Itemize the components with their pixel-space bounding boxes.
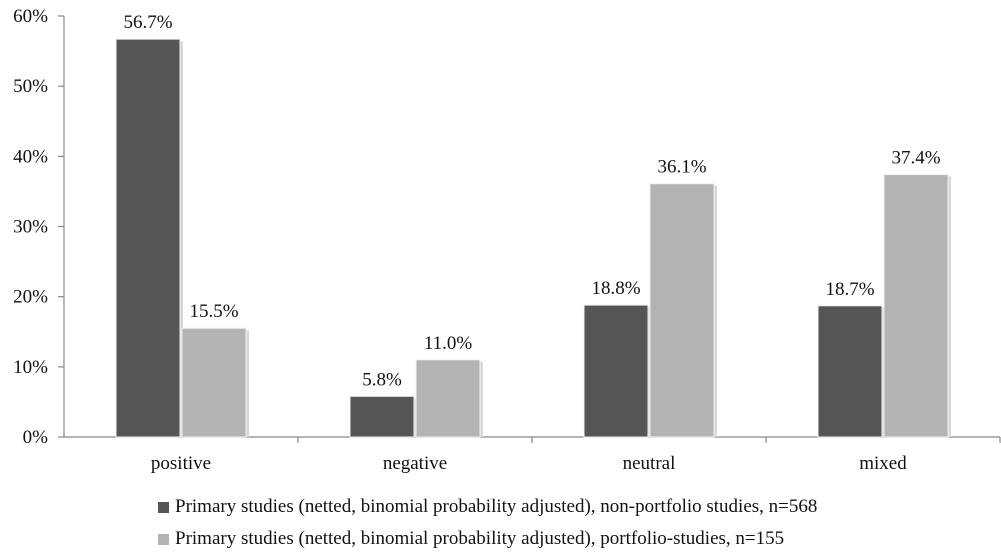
legend-swatch-non-portfolio <box>158 501 169 513</box>
data-label-negative-series-2: 11.0% <box>424 333 473 354</box>
y-axis: 0% 10% 20% 30% 40% 50% 60% <box>13 6 65 448</box>
data-labels: 56.7% 15.5% 5.8% 11.0% 18.8% 36.1% 18.7% 37.4% <box>123 12 940 390</box>
bar-chart: 0% 10% 20% 30% 40% 50% 60% positive negative neu… <box>13 6 1001 474</box>
x-axis: positive negative neutral mixed <box>64 436 1001 474</box>
bar-mixed-series-2 <box>883 174 949 438</box>
bar-positive-series-2 <box>181 327 247 438</box>
bars <box>115 38 951 438</box>
y-tick-label: 10% <box>13 357 48 378</box>
y-tick-label: 0% <box>23 427 49 448</box>
data-label-negative-series-1: 5.8% <box>362 369 402 390</box>
data-label-neutral-series-1: 18.8% <box>591 278 640 299</box>
data-label-mixed-series-2: 37.4% <box>891 148 940 169</box>
bar-positive-series-1 <box>115 38 181 438</box>
data-label-neutral-series-2: 36.1% <box>657 157 706 178</box>
legend-label-portfolio: Primary studies (netted, binomial probab… <box>175 528 785 549</box>
bar-neutral-series-1 <box>583 304 649 438</box>
data-label-positive-series-2: 15.5% <box>189 301 238 322</box>
legend: Primary studies (netted, binomial probab… <box>158 491 817 555</box>
legend-swatch-portfolio <box>158 533 169 545</box>
y-tick-label: 20% <box>13 287 48 308</box>
y-tick-label: 50% <box>13 76 48 97</box>
legend-item-portfolio: Primary studies (netted, binomial probab… <box>158 523 817 555</box>
data-label-mixed-series-1: 18.7% <box>825 279 874 300</box>
category-label-positive: positive <box>151 453 211 474</box>
bar-mixed-series-1 <box>817 305 883 438</box>
bar-negative-series-2 <box>415 359 481 438</box>
y-tick-label: 30% <box>13 217 48 238</box>
category-label-negative: negative <box>383 453 447 474</box>
y-tick-label: 40% <box>13 146 48 167</box>
bar-neutral-series-2 <box>649 183 715 438</box>
bar-negative-series-1 <box>349 395 415 438</box>
legend-item-non-portfolio: Primary studies (netted, binomial probab… <box>158 491 817 523</box>
data-label-positive-series-1: 56.7% <box>123 12 172 33</box>
category-label-neutral: neutral <box>623 453 676 474</box>
legend-label-non-portfolio: Primary studies (netted, binomial probab… <box>175 496 818 517</box>
y-tick-label: 60% <box>13 6 48 27</box>
category-label-mixed: mixed <box>859 453 907 474</box>
